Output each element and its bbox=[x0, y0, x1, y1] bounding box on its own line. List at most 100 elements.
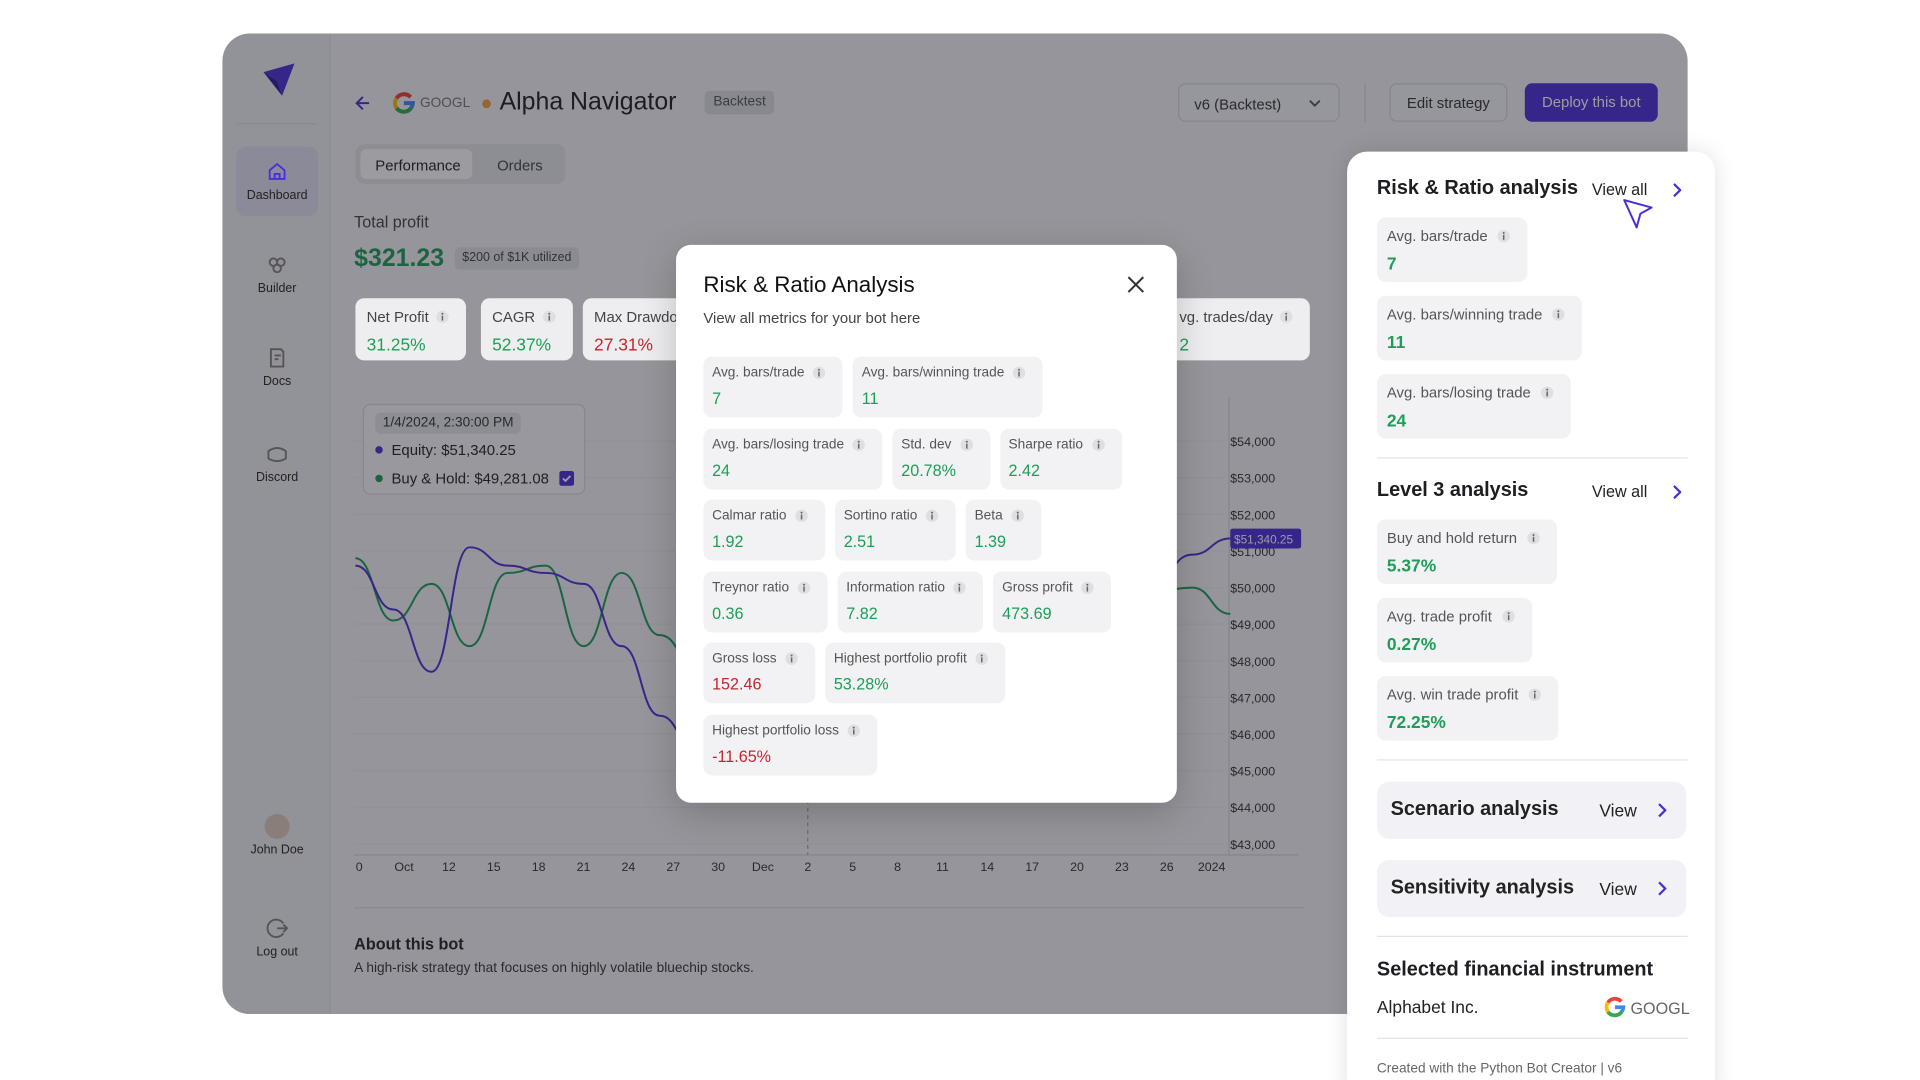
deploy-button[interactable]: Deploy this bot bbox=[1524, 83, 1658, 122]
metric-value: 1.39 bbox=[974, 531, 1007, 551]
info-icon bbox=[1091, 438, 1105, 451]
chevron bbox=[1673, 485, 1682, 500]
y-tick-label: $53,000 bbox=[1230, 472, 1275, 486]
info-dot bbox=[1557, 310, 1560, 313]
metric-card: Gross profit 473.69 bbox=[993, 571, 1112, 632]
legend-dot bbox=[375, 446, 383, 454]
info-dot bbox=[441, 312, 444, 315]
analysis-link[interactable]: Scenario analysis View bbox=[1376, 781, 1687, 839]
version-select[interactable]: v6 (Backtest) bbox=[1178, 83, 1340, 122]
chart-tooltip: 1/4/2024, 2:30:00 PM Equity: $51,340.25 … bbox=[362, 403, 586, 495]
metric-label-text: Sharpe ratio bbox=[1008, 436, 1084, 452]
view-all-link[interactable]: View all bbox=[1591, 180, 1648, 199]
nav-label[interactable]: Discord bbox=[256, 470, 299, 485]
view-all-link[interactable]: View all bbox=[1591, 482, 1648, 501]
metric-card: Buy and hold return 5.37% bbox=[1376, 519, 1557, 585]
metric-label-text: Treynor ratio bbox=[712, 579, 790, 595]
info-bar bbox=[1532, 536, 1534, 542]
x-tick-label: Oct bbox=[394, 860, 414, 874]
info-bar bbox=[790, 657, 793, 663]
metric-label-text: Avg. bars/winning trade bbox=[861, 365, 1005, 381]
metric-value: 2.51 bbox=[843, 531, 876, 551]
divider bbox=[354, 907, 1305, 909]
logo-arc bbox=[394, 92, 413, 100]
analysis-link[interactable]: Sensitivity analysis View bbox=[1376, 859, 1687, 918]
info-icon bbox=[813, 366, 826, 380]
y-tick-label: $45,000 bbox=[1230, 765, 1275, 779]
metric-value: 11 bbox=[861, 388, 879, 408]
nav-icon bbox=[267, 447, 287, 462]
info-dot bbox=[790, 654, 793, 657]
info-icon bbox=[797, 580, 811, 594]
status-dot bbox=[482, 99, 491, 109]
edit-button[interactable]: Edit strategy bbox=[1389, 83, 1508, 122]
logo-arc bbox=[1614, 1005, 1626, 1013]
metric-card: Avg. trade profit 0.27% bbox=[1376, 597, 1532, 663]
metric-value: 53.28% bbox=[833, 674, 889, 694]
nav-icon-path bbox=[268, 257, 286, 274]
info-dot bbox=[1016, 511, 1019, 514]
info-icon bbox=[1013, 366, 1026, 380]
info-dot bbox=[857, 440, 860, 443]
logout-icon bbox=[266, 918, 289, 938]
info-bar bbox=[1557, 313, 1560, 319]
nav-label[interactable]: Builder bbox=[257, 282, 297, 296]
metric-list: Avg. bars/trade 7 Avg. bars/winning trade 1… bbox=[1376, 217, 1583, 439]
info-icon bbox=[847, 723, 861, 737]
nav-label[interactable]: Docs bbox=[262, 375, 292, 389]
metric-card: Avg. bars/trade 7 bbox=[703, 356, 844, 418]
link-title: Scenario analysis bbox=[1390, 799, 1559, 821]
x-tick-label: 18 bbox=[532, 860, 546, 874]
info-dot bbox=[931, 511, 934, 514]
chevron-path bbox=[1673, 183, 1682, 198]
x-tick-label: 11 bbox=[936, 860, 949, 874]
metric-label: Avg. bars/losing trade bbox=[712, 437, 866, 452]
metric-card: Highest portfolio loss -11.65% bbox=[703, 713, 878, 775]
nav-label[interactable]: Dashboard bbox=[246, 188, 308, 203]
info-dot bbox=[818, 368, 821, 371]
logo-arc bbox=[1604, 1001, 1610, 1013]
metric-value: 24 bbox=[1386, 410, 1407, 430]
info-icon bbox=[953, 580, 967, 594]
metric-label-text: Gross loss bbox=[712, 651, 777, 667]
metric-card: Avg. bars/winning trade 11 bbox=[1376, 295, 1583, 361]
link-title: Sensitivity analysis bbox=[1390, 877, 1575, 899]
metric-label-text: Beta bbox=[974, 508, 1003, 524]
logout-label[interactable]: Log out bbox=[256, 945, 298, 960]
google-logo bbox=[1604, 996, 1626, 1018]
metric-value: -11.65% bbox=[712, 746, 772, 765]
metric-label-text: Avg. win trade profit bbox=[1386, 685, 1519, 704]
stat-label-text: Max Drawdo bbox=[594, 308, 678, 326]
info-dot bbox=[852, 725, 855, 728]
metric-label: Avg. bars/winning trade bbox=[1387, 306, 1565, 323]
nav-icon bbox=[268, 162, 286, 180]
back-button[interactable] bbox=[354, 94, 371, 111]
stat-label-text: Net Profit bbox=[366, 308, 429, 326]
metric-label: Beta bbox=[975, 508, 1024, 523]
close-button[interactable] bbox=[1126, 275, 1146, 295]
metric-label: Buy and hold return bbox=[1387, 529, 1540, 547]
metric-label: Gross profit bbox=[1002, 580, 1094, 595]
info-bar bbox=[965, 443, 968, 448]
metric-label: Sharpe ratio bbox=[1009, 437, 1105, 452]
info-dot bbox=[1507, 612, 1510, 615]
nav-icon-path bbox=[268, 162, 286, 180]
metric-value: 11 bbox=[1386, 331, 1406, 352]
tab[interactable]: Performance bbox=[375, 156, 461, 174]
x-tick-label: 5 bbox=[849, 860, 856, 874]
metric-card: Calmar ratio 1.92 bbox=[703, 499, 826, 561]
divider bbox=[1376, 457, 1688, 459]
profit-label: Total profit bbox=[354, 212, 429, 232]
nav-icon-path bbox=[267, 447, 287, 462]
checkbox[interactable] bbox=[559, 470, 575, 486]
chevron bbox=[1658, 803, 1667, 818]
stat-label: CAGR bbox=[492, 308, 556, 326]
logout-path bbox=[266, 918, 289, 938]
info-bar bbox=[853, 728, 855, 734]
metric-value: 473.69 bbox=[1002, 603, 1052, 622]
about-title: About this bot bbox=[354, 934, 464, 954]
info-bar bbox=[959, 585, 961, 591]
stat-label: vg. trades/day bbox=[1179, 308, 1293, 326]
tab[interactable]: Orders bbox=[497, 156, 543, 174]
